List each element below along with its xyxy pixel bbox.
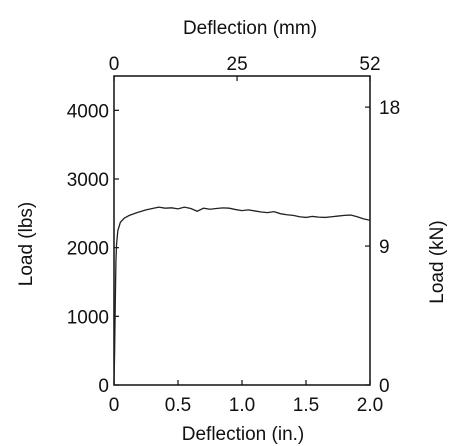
right-axis-title: Load (kN) <box>427 220 448 303</box>
y2-tick-label: 9 <box>379 237 390 258</box>
y-tick-label: 0 <box>98 376 109 397</box>
left-ticks: 0 1000 2000 3000 4000 <box>67 101 119 397</box>
top-ticks: 0 25 52 <box>109 54 381 81</box>
x2-tick-label: 0 <box>109 54 120 75</box>
top-axis-title: Deflection (mm) <box>183 18 317 39</box>
y-tick-label: 4000 <box>67 101 109 122</box>
x-tick-label: 0.5 <box>165 395 191 416</box>
x-tick-label: 1.0 <box>229 395 255 416</box>
x-tick-label: 1.5 <box>293 395 319 416</box>
x-tick-label: 0 <box>109 395 120 416</box>
y-tick-label: 3000 <box>67 170 109 191</box>
x-tick-label: 2.0 <box>357 395 383 416</box>
x2-tick-label: 25 <box>227 54 248 75</box>
y-tick-label: 2000 <box>67 239 109 260</box>
x2-tick-label: 52 <box>359 54 380 75</box>
right-ticks: 0 9 18 <box>365 98 400 397</box>
bottom-ticks: 0 0.5 1.0 1.5 2.0 <box>109 380 383 416</box>
y2-tick-label: 0 <box>379 376 390 397</box>
bottom-axis-title: Deflection (in.) <box>182 424 305 445</box>
load-deflection-curve <box>113 206 371 386</box>
y-tick-label: 1000 <box>67 307 109 328</box>
left-axis-title: Load (lbs) <box>16 202 37 287</box>
plot-frame <box>113 75 371 386</box>
y2-tick-label: 18 <box>379 98 400 119</box>
